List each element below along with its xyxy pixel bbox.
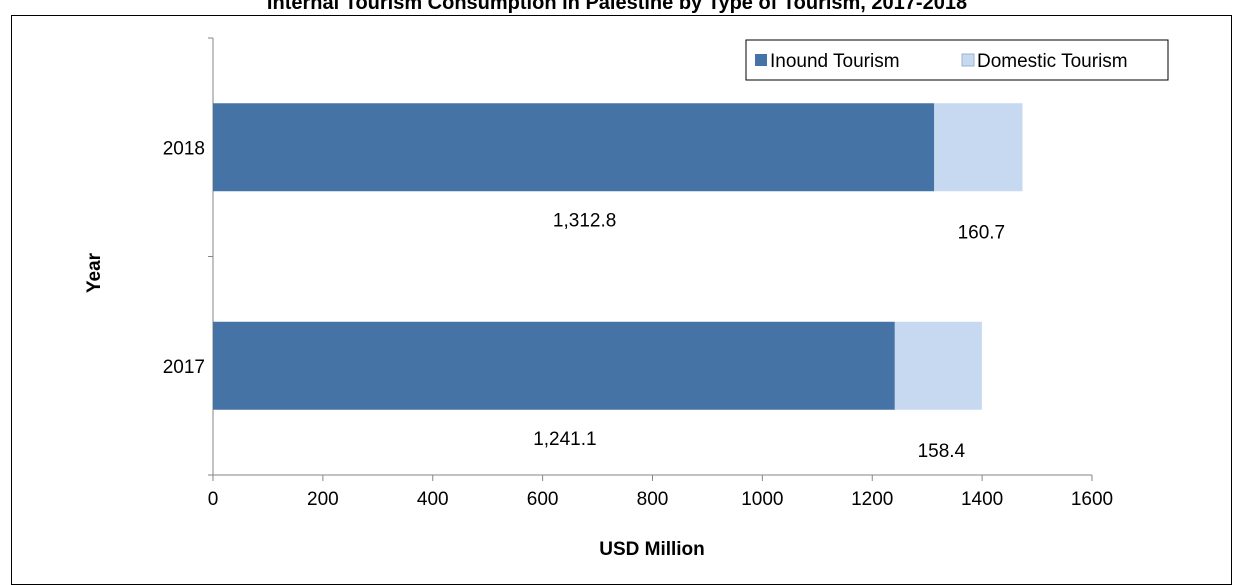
y-axis-title: Year [84,252,105,293]
data-labels: 1,312.8 160.7 1,241.1 158.4 [533,210,1005,462]
axes: 0 200 400 600 800 1000 1200 1400 1600 2018 2017 [163,37,1113,510]
y-tick-label: 2018 [163,138,205,159]
bar-inbound-2017 [213,321,895,410]
legend-label-inbound: Inound Tourism [770,51,900,72]
bar-domestic-2017 [894,321,982,410]
x-tick-label: 1400 [961,489,1003,510]
legend-swatch-inbound [755,54,767,66]
bar-inbound-2018 [213,103,935,192]
data-label-domestic-2018: 160.7 [958,222,1006,243]
legend-swatch-domestic [961,53,975,67]
x-tick-label: 0 [208,489,219,510]
bar-domestic-2018 [934,103,1023,192]
data-label-inbound-2018: 1,312.8 [553,210,616,231]
x-tick-label: 800 [637,489,669,510]
x-tick-label: 1600 [1071,489,1113,510]
x-tick-label: 600 [527,489,559,510]
chart-title: Internal Tourism Consumption in Palestin… [266,0,968,14]
x-axis-title: USD Million [599,539,705,560]
data-label-inbound-2017: 1,241.1 [533,429,596,450]
x-tick-label: 1200 [851,489,893,510]
x-tick-label: 400 [417,489,449,510]
legend-box [745,39,1169,81]
bars [213,103,1023,410]
chart-svg: 0 200 400 600 800 1000 1200 1400 1600 2018 2017 1,… [84,37,1169,560]
legend-label-domestic: Domestic Tourism [977,51,1128,72]
legend: Inound Tourism Domestic Tourism [745,39,1169,81]
y-tick-label: 2017 [163,357,205,378]
x-tick-label: 1000 [741,489,783,510]
x-tick-label: 200 [307,489,339,510]
data-label-domestic-2017: 158.4 [918,441,966,462]
